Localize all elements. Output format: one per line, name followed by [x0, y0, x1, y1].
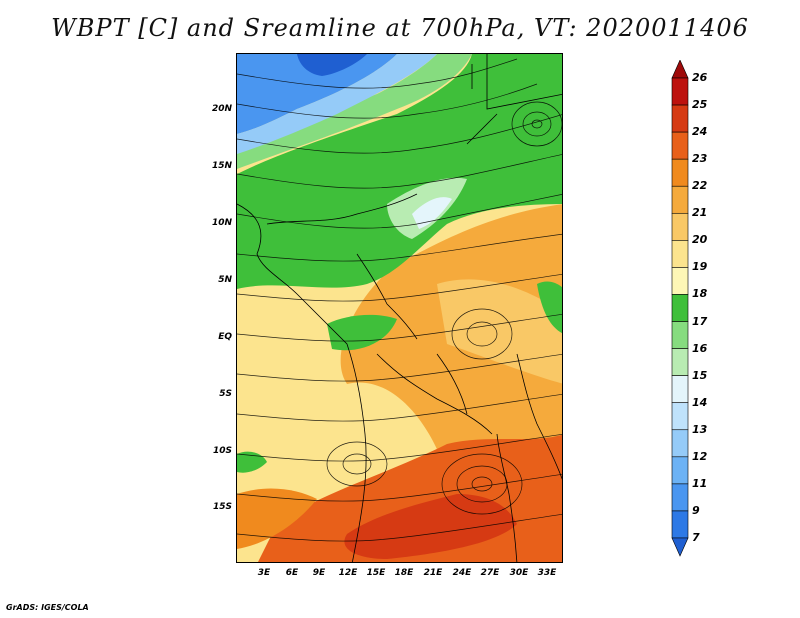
colorbar-tick-label: 11 [692, 476, 708, 490]
colorbar-bottom-arrow [671, 537, 689, 557]
colorbar-segment [671, 402, 689, 431]
colorbar-segment [671, 131, 689, 160]
wbpt-green-patch-east [537, 281, 562, 333]
lon-label-9E: 9E [312, 568, 326, 578]
colorbar-segment [671, 294, 689, 322]
wbpt-green-belt [237, 54, 562, 289]
colorbar-tick-label: 14 [692, 395, 708, 409]
colorbar-tick-label: 24 [692, 125, 708, 139]
lon-label-12E: 12E [338, 568, 358, 578]
lon-label-33E: 33E [537, 568, 557, 578]
map-plot-area [236, 53, 563, 563]
colorbar-segment [671, 375, 689, 404]
colorbar-segment [671, 77, 689, 106]
colorbar-top-arrow [671, 60, 689, 79]
lon-label-3E: 3E [257, 568, 271, 578]
colorbar [671, 60, 689, 557]
lon-label-30E: 30E [509, 568, 529, 578]
colorbar-tick-label: 21 [692, 206, 708, 220]
colorbar-segment [671, 267, 689, 295]
wbpt-streamline-map [237, 54, 562, 562]
colorbar-tick-label: 13 [692, 422, 708, 436]
colorbar-segment [671, 348, 689, 376]
wbpt-green-patch-sw [237, 451, 267, 473]
map-title: WBPT [C] and Sreamline at 700hPa, VT: 20… [51, 14, 749, 42]
lon-label-15E: 15E [366, 568, 386, 578]
lat-label-5S: 5S [219, 389, 232, 399]
lat-label-15S: 15S [212, 502, 232, 512]
colorbar-tick-label: 25 [692, 98, 708, 112]
wbpt-orange-east [437, 279, 562, 384]
lon-label-24E: 24E [452, 568, 472, 578]
colorbar-segment [671, 212, 689, 241]
lat-label-EQ: EQ [218, 332, 232, 342]
colorbar-tick-label: 15 [692, 368, 708, 382]
colorbar-tick-label: 12 [692, 449, 708, 463]
colorbar-tick-label: 9 [692, 503, 700, 517]
colorbar-tick-label: 26 [692, 71, 708, 84]
lat-label-10N: 10N [211, 218, 232, 228]
colorbar-segment [671, 456, 689, 485]
lon-label-18E: 18E [394, 568, 414, 578]
wbpt-light-blue-region [237, 54, 437, 154]
colorbar-segment [671, 483, 689, 512]
wbpt-orange-south [237, 488, 317, 549]
colorbar-segments [671, 60, 689, 557]
wbpt-deep-red-core [344, 494, 517, 559]
colorbar-segment [671, 321, 689, 349]
wbpt-pale-blue-patch [412, 197, 452, 229]
lon-label-6E: 6E [285, 568, 299, 578]
colorbar-segment [671, 429, 689, 458]
lat-label-5N: 5N [218, 275, 232, 285]
colorbar-segment [671, 510, 689, 539]
lat-label-20N: 20N [211, 104, 232, 114]
colorbar-tick-label: 16 [692, 341, 708, 355]
colorbar-segment [671, 158, 689, 187]
lat-label-15N: 15N [211, 161, 232, 171]
lon-label-21E: 21E [423, 568, 443, 578]
colorbar-segment [671, 240, 689, 268]
colorbar-segment [671, 104, 689, 133]
wbpt-dark-blue-core [297, 54, 367, 76]
colorbar-tick-label: 22 [692, 179, 708, 193]
colorbar-tick-label: 7 [692, 531, 700, 544]
lon-label-27E: 27E [480, 568, 500, 578]
colorbar-tick-label: 18 [692, 287, 708, 301]
footer-credit: GrADS: IGES/COLA [6, 603, 89, 612]
colorbar-segment [671, 185, 689, 214]
colorbar-tick-label: 17 [692, 314, 708, 328]
lat-label-10S: 10S [212, 446, 232, 456]
colorbar-tick-label: 19 [692, 260, 708, 274]
streamlines [237, 58, 562, 542]
colorbar-tick-label: 23 [692, 152, 708, 166]
coastlines [237, 54, 562, 562]
wbpt-green-light-belt [237, 54, 472, 169]
colorbar-tick-label: 20 [692, 233, 708, 247]
wbpt-blue-region [237, 54, 397, 134]
